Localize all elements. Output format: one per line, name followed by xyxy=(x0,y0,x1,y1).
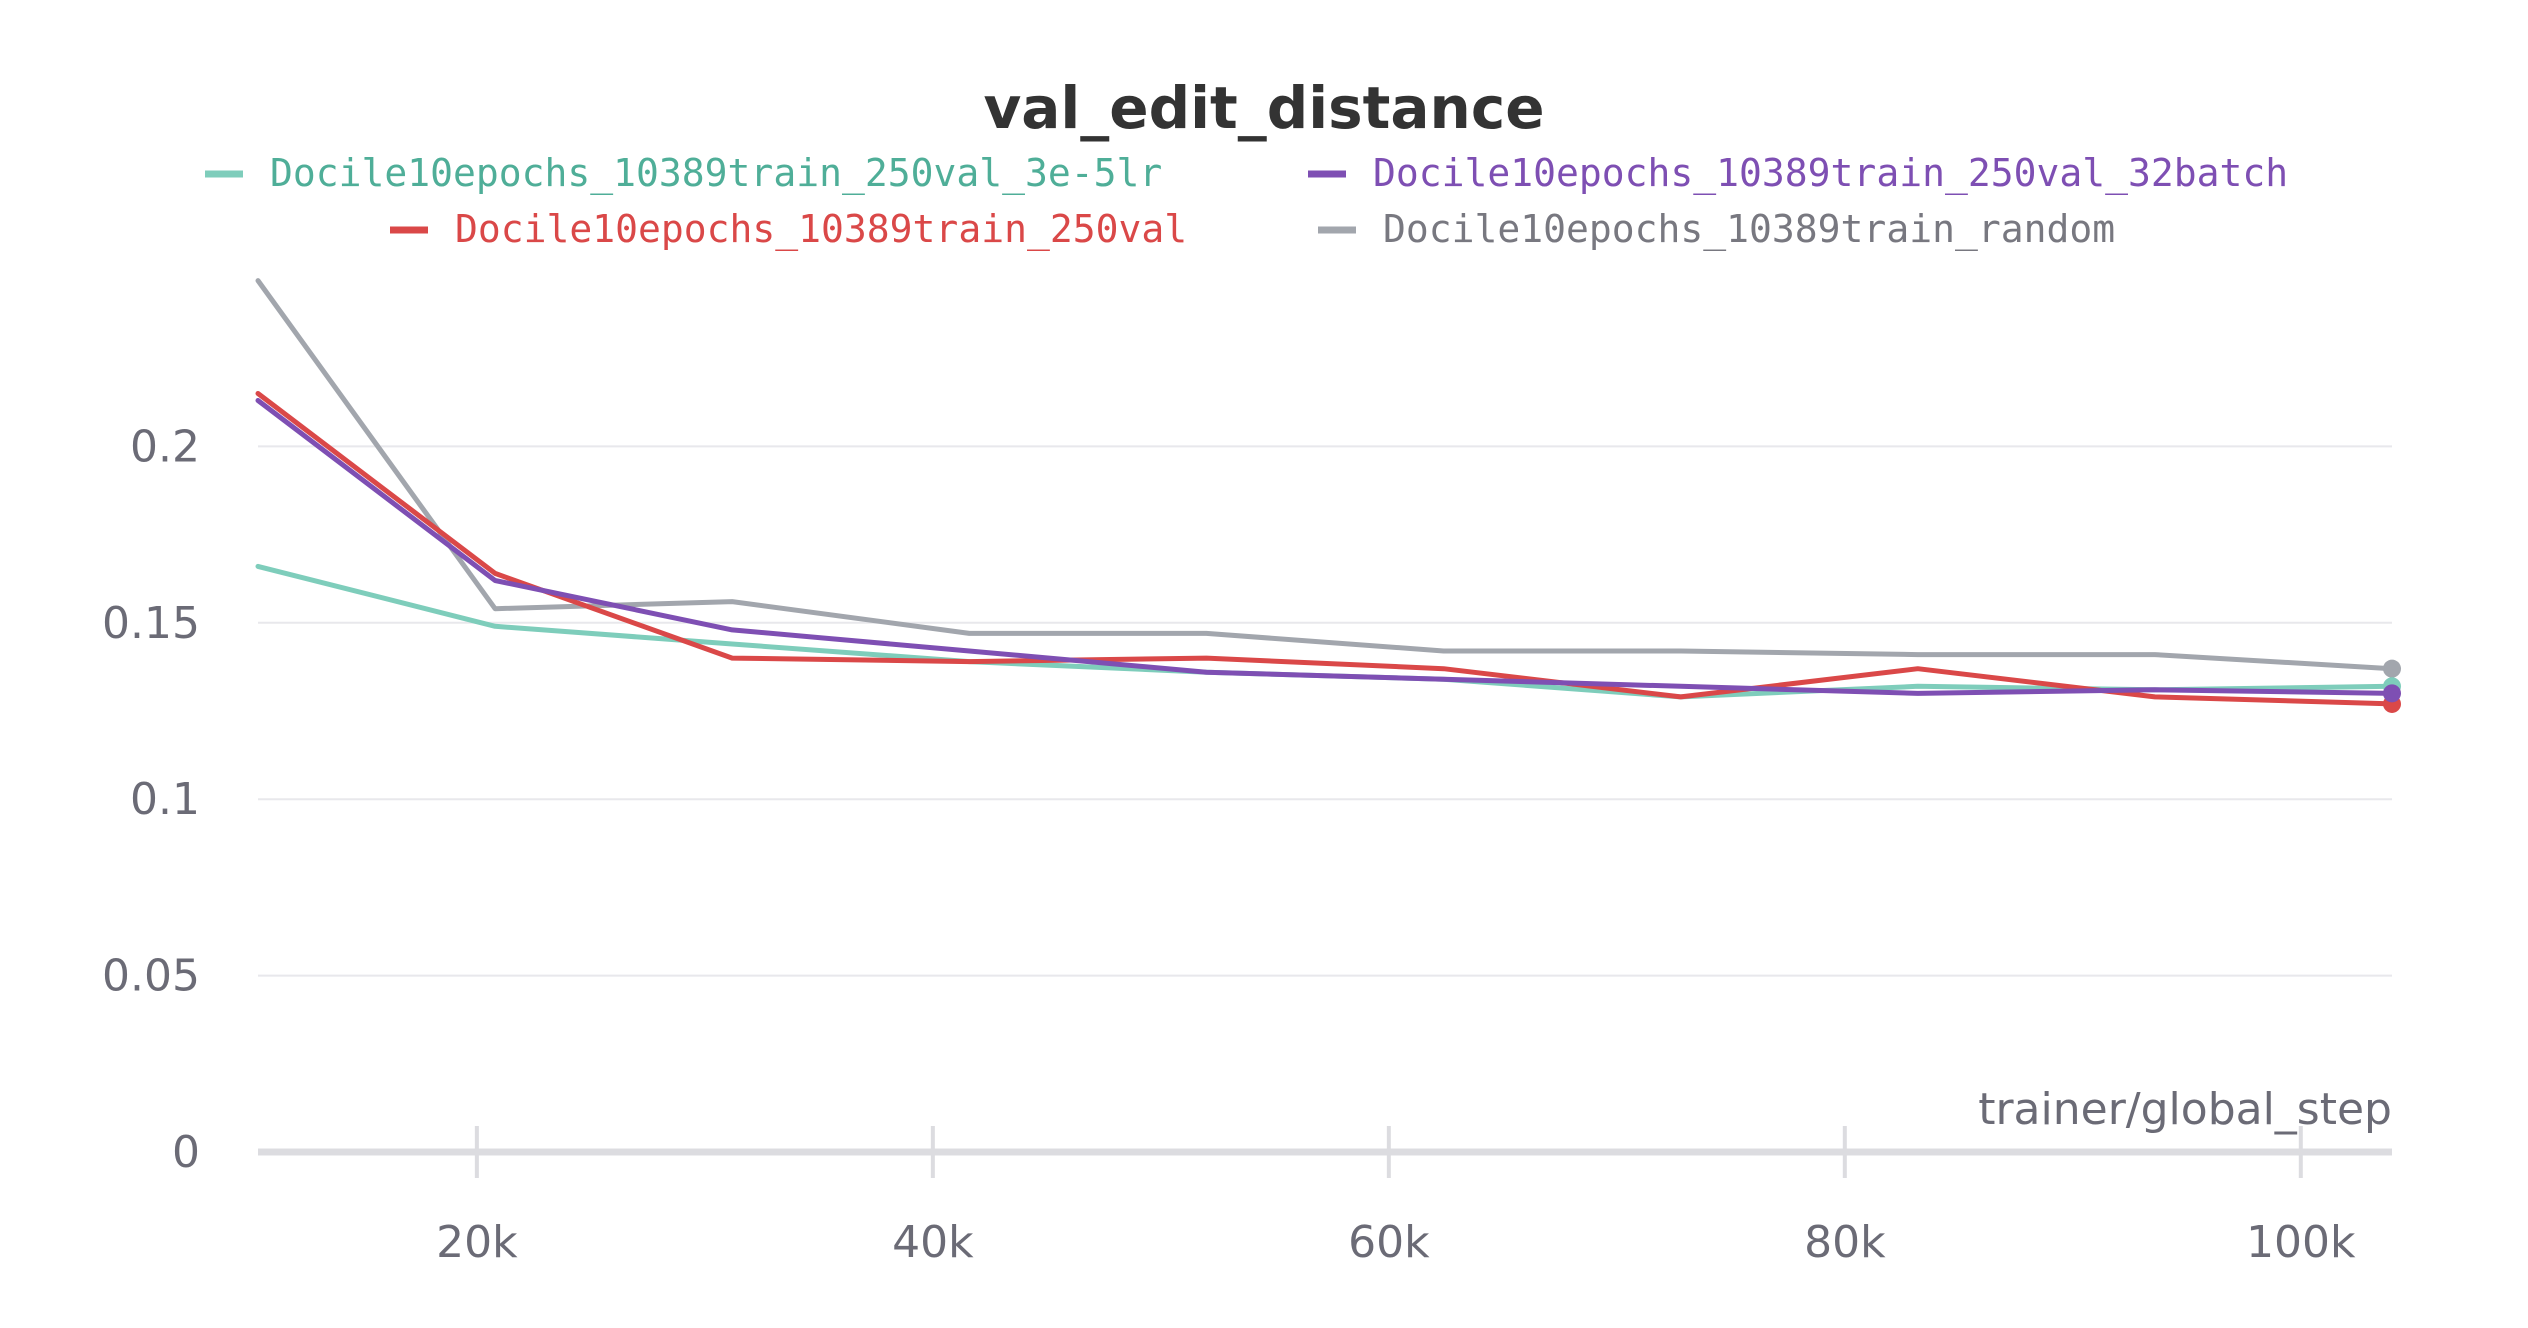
y-tick-label: 0.15 xyxy=(102,598,200,649)
legend: Docile10epochs_10389train_250val_3e-5lr D… xyxy=(205,151,2288,252)
x-axis-label: trainer/global_step xyxy=(1978,1084,2392,1135)
chart-title: val_edit_distance xyxy=(983,74,1544,142)
series-line[interactable] xyxy=(255,391,2395,707)
x-tick-label: 20k xyxy=(436,1217,518,1268)
series-group xyxy=(255,278,2401,713)
y-tick-label: 0 xyxy=(172,1127,200,1178)
y-axis: 0 0.05 0.1 0.15 0.2 xyxy=(102,421,200,1178)
x-tick-label: 100k xyxy=(2246,1217,2356,1268)
legend-item[interactable]: Docile10epochs_10389train_250val xyxy=(390,207,1187,252)
x-axis: 20k 40k 60k 80k 100k xyxy=(258,1126,2392,1268)
series-end-point[interactable] xyxy=(2383,659,2401,678)
grid xyxy=(258,445,2392,977)
legend-label: Docile10epochs_10389train_250val xyxy=(455,207,1187,252)
legend-item[interactable]: Docile10epochs_10389train_random xyxy=(1318,207,2115,252)
series-line[interactable] xyxy=(255,398,2395,696)
legend-label: Docile10epochs_10389train_250val_32batch xyxy=(1373,151,2288,196)
legend-item[interactable]: Docile10epochs_10389train_250val_32batch xyxy=(1308,151,2288,196)
legend-item[interactable]: Docile10epochs_10389train_250val_3e-5lr xyxy=(205,151,1162,196)
y-tick-label: 0.2 xyxy=(130,421,200,472)
x-tick-label: 60k xyxy=(1348,1217,1430,1268)
legend-label: Docile10epochs_10389train_250val_3e-5lr xyxy=(270,151,1162,196)
y-tick-label: 0.1 xyxy=(130,774,200,825)
x-tick-label: 80k xyxy=(1804,1217,1886,1268)
x-tick-label: 40k xyxy=(892,1217,974,1268)
series-line[interactable] xyxy=(255,278,2395,672)
y-tick-label: 0.05 xyxy=(102,951,200,1002)
legend-label: Docile10epochs_10389train_random xyxy=(1383,207,2115,252)
series-end-point[interactable] xyxy=(2383,684,2401,703)
